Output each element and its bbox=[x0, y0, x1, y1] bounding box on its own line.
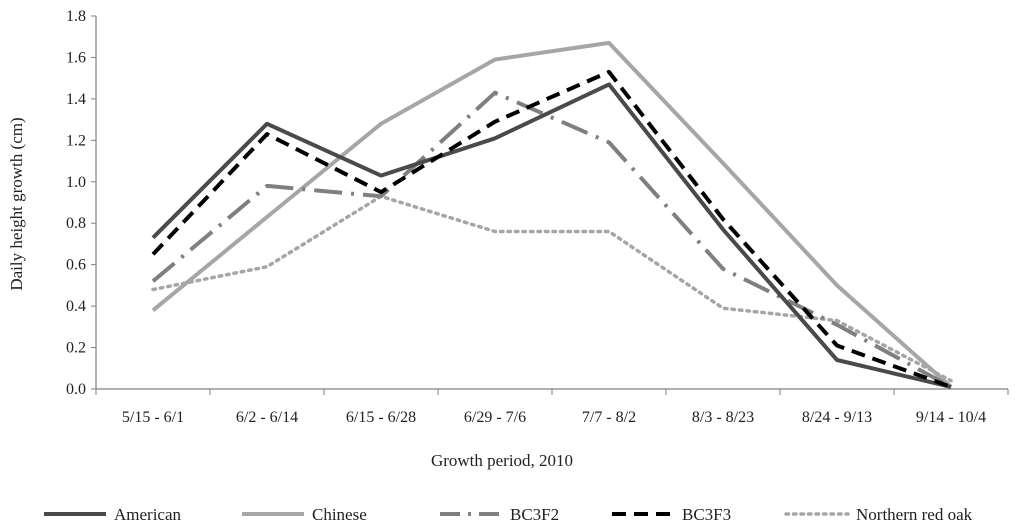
series-line-northern-red-oak bbox=[151, 194, 953, 383]
legend-label: BC3F3 bbox=[682, 505, 731, 524]
x-tick-label: 6/2 - 6/14 bbox=[236, 409, 298, 426]
x-tick-label: 6/29 - 7/6 bbox=[464, 409, 526, 426]
series-line-american bbox=[151, 82, 952, 389]
y-tick-label: 0.8 bbox=[66, 215, 86, 232]
y-tick-label: 0.4 bbox=[66, 298, 86, 315]
series-line-chinese bbox=[151, 40, 953, 389]
y-tick-label: 0.2 bbox=[66, 340, 86, 357]
axis-labels: 0.0 0.2 0.4 0.6 0.8 1.0 1.2 1.4 1.6 1.8 5/15 - 6/1… bbox=[66, 8, 986, 426]
y-tick-label: 1.8 bbox=[66, 8, 86, 25]
x-tick-label: 7/7 - 8/2 bbox=[582, 409, 636, 426]
x-tick-label: 8/24 - 9/13 bbox=[802, 409, 872, 426]
y-tick-label: 1.6 bbox=[66, 49, 86, 66]
y-tick-label: 1.4 bbox=[66, 91, 86, 108]
x-axis-title: Growth period, 2010 bbox=[431, 451, 573, 470]
axes bbox=[91, 15, 1009, 395]
y-tick-label: 1.2 bbox=[66, 132, 86, 149]
legend-label: BC3F2 bbox=[510, 505, 559, 524]
x-tick-label: 9/14 - 10/4 bbox=[916, 409, 986, 426]
legend: American Chinese BC3F2 BC3F3 Northern red oa… bbox=[44, 505, 973, 524]
legend-label: Northern red oak bbox=[856, 505, 973, 524]
y-axis-title: Daily height growth (cm) bbox=[7, 117, 26, 290]
y-tick-label: 1.0 bbox=[66, 174, 86, 191]
x-tick-label: 5/15 - 6/1 bbox=[122, 409, 184, 426]
y-tick-label: 0.0 bbox=[66, 381, 86, 398]
legend-label: American bbox=[114, 505, 182, 524]
legend-label: Chinese bbox=[312, 505, 367, 524]
series-lines bbox=[151, 40, 953, 389]
x-tick-label: 8/3 - 8/23 bbox=[692, 409, 754, 426]
y-tick-label: 0.6 bbox=[66, 257, 86, 274]
series-line-bc3f3 bbox=[151, 69, 952, 389]
x-tick-label: 6/15 - 6/28 bbox=[346, 409, 416, 426]
series-line-bc3f2 bbox=[151, 90, 952, 389]
